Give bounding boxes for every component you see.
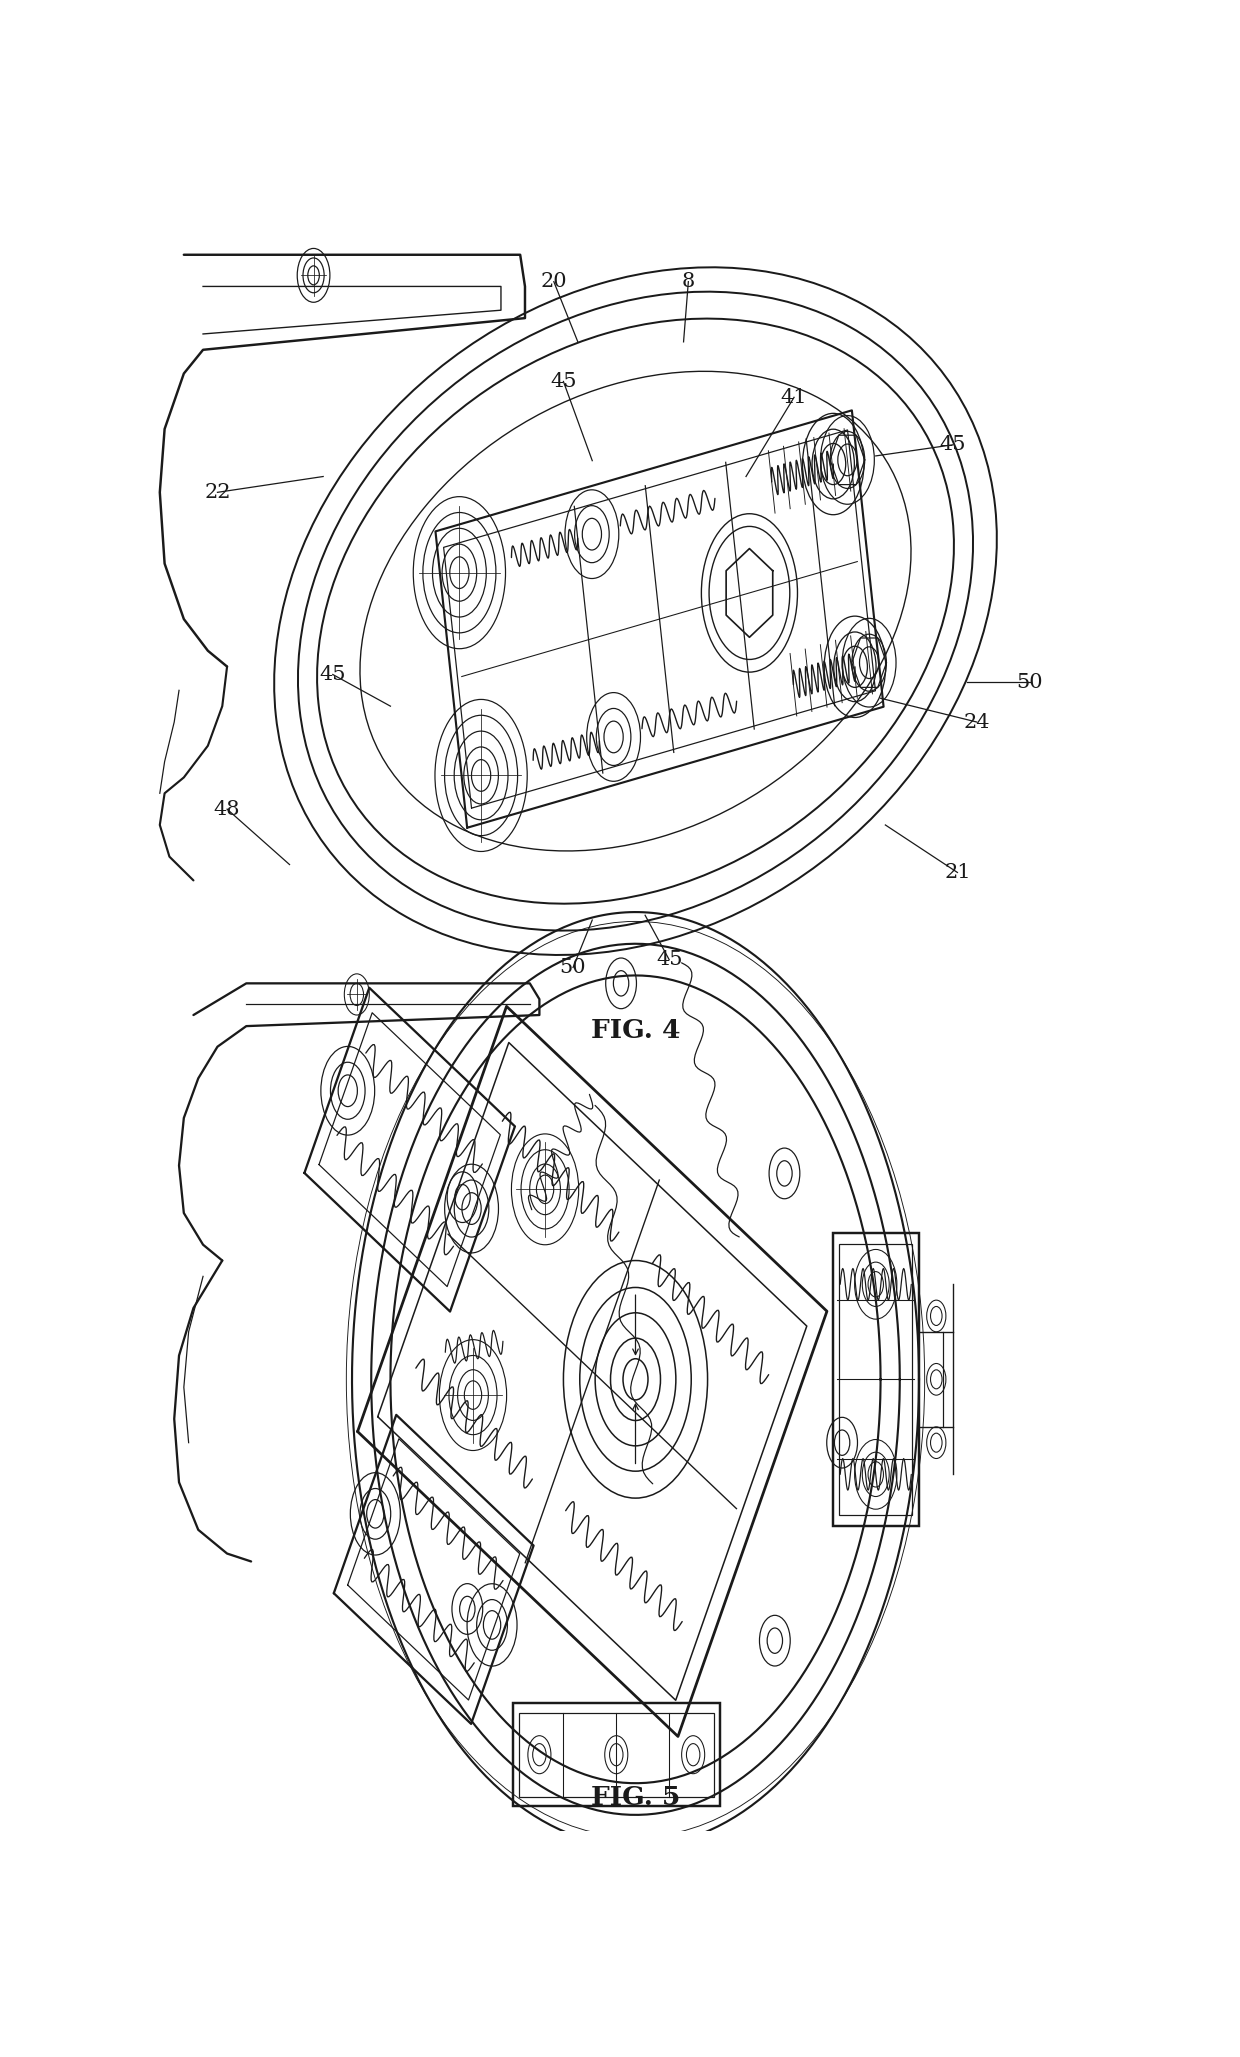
Bar: [513, 1703, 719, 1806]
Text: FIG. 4: FIG. 4: [590, 1018, 681, 1043]
Text: 41: 41: [781, 389, 807, 407]
Text: 50: 50: [1017, 673, 1043, 691]
Text: 45: 45: [320, 664, 346, 685]
Bar: [839, 1244, 913, 1514]
Text: 45: 45: [656, 950, 682, 969]
Text: FIG. 5: FIG. 5: [590, 1785, 681, 1810]
Text: 24: 24: [963, 712, 990, 732]
Text: 45: 45: [940, 436, 966, 455]
Bar: [832, 1232, 919, 1526]
Text: 8: 8: [682, 272, 694, 292]
Text: 48: 48: [213, 800, 241, 819]
Text: 20: 20: [541, 272, 567, 292]
Text: 45: 45: [551, 372, 577, 391]
Bar: [518, 1713, 714, 1796]
Text: 50: 50: [559, 959, 587, 977]
Text: 22: 22: [205, 483, 231, 502]
Text: 21: 21: [944, 864, 971, 882]
